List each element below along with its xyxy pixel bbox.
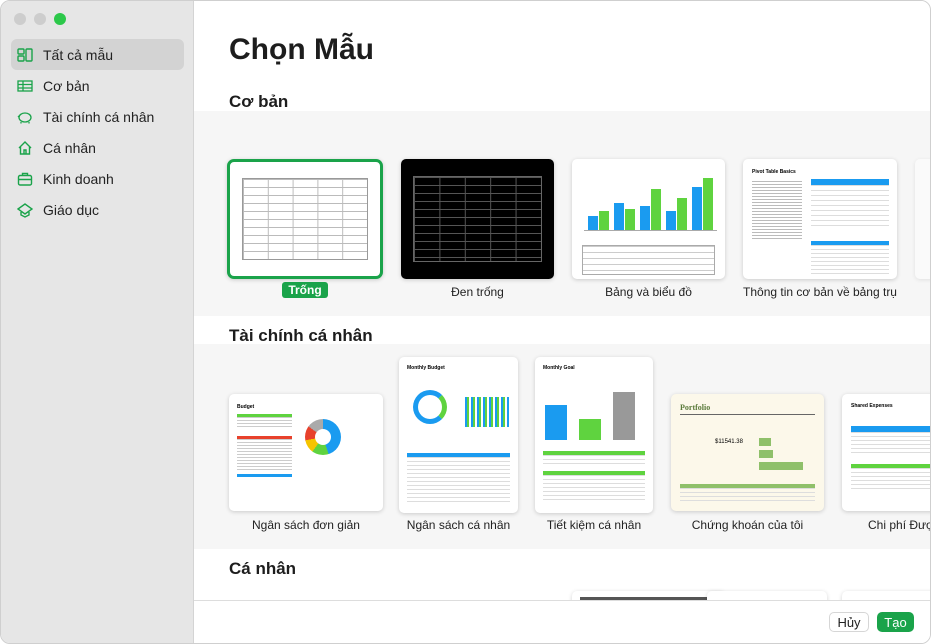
sidebar-item-all-templates[interactable]: Tất cả mẫu xyxy=(11,39,184,70)
create-button[interactable]: Tạo xyxy=(877,612,914,632)
template-label: Bảng và biểu đồ xyxy=(605,285,692,299)
section-title-personal-finance: Tài chính cá nhân xyxy=(229,326,373,345)
close-button[interactable] xyxy=(14,13,26,25)
sidebar: Tất cả mẫu Cơ bản Tài chính cá nhân Cá n… xyxy=(1,1,194,643)
sidebar-item-personal[interactable]: Cá nhân xyxy=(11,132,184,163)
template-label: Ngân sách đơn giản xyxy=(252,518,360,532)
briefcase-icon xyxy=(17,172,33,186)
template-shared-expenses[interactable]: Shared Expenses xyxy=(842,394,930,511)
template-pivot-table-basics[interactable]: Pivot Table Basics xyxy=(743,159,897,279)
cancel-button[interactable]: Hủy xyxy=(829,612,869,632)
section-title-basic: Cơ bản xyxy=(229,92,289,111)
template-label: Ngân sách cá nhân xyxy=(406,518,511,532)
grid-icon xyxy=(17,47,33,62)
table-icon xyxy=(17,79,33,92)
piggy-bank-icon xyxy=(17,111,32,123)
template-label: Tiết kiệm cá nhân xyxy=(546,518,642,532)
sidebar-item-education[interactable]: Giáo dục xyxy=(11,194,184,225)
graduation-cap-icon xyxy=(17,202,33,218)
template-more[interactable] xyxy=(915,159,930,279)
template-label: Chi phí Được xyxy=(868,518,930,532)
template-charts-tables[interactable] xyxy=(572,159,725,279)
sidebar-item-personal-finance[interactable]: Tài chính cá nhân xyxy=(11,101,184,132)
sidebar-item-basic[interactable]: Cơ bản xyxy=(11,70,184,101)
template-label: Trống xyxy=(282,282,328,298)
template-label: Đen trống xyxy=(451,285,504,299)
section-title-personal: Cá nhân xyxy=(229,559,297,578)
minimize-button[interactable] xyxy=(34,13,46,25)
footer-bar: Hủy Tạo xyxy=(194,600,930,643)
template-label: Thông tin cơ bản về bảng trụ xyxy=(743,285,897,299)
template-black-blank[interactable] xyxy=(401,159,554,279)
template-gallery: Chọn Mẫu Cơ bản Trống Đen trống Bảng và … xyxy=(194,1,930,643)
sidebar-item-business[interactable]: Kinh doanh xyxy=(11,163,184,194)
template-my-stocks[interactable]: Portfolio $11541.38 xyxy=(671,394,824,511)
house-icon xyxy=(18,140,32,155)
zoom-button[interactable] xyxy=(54,13,66,25)
template-blank[interactable] xyxy=(227,159,383,279)
page-title: Chọn Mẫu xyxy=(229,33,374,66)
template-simple-budget[interactable]: Budget xyxy=(229,394,383,511)
template-personal-savings[interactable]: Monthly Goal xyxy=(535,357,653,513)
template-monthly-budget[interactable]: Monthly Budget xyxy=(399,357,518,513)
template-label: Chứng khoán của tôi xyxy=(691,518,804,532)
